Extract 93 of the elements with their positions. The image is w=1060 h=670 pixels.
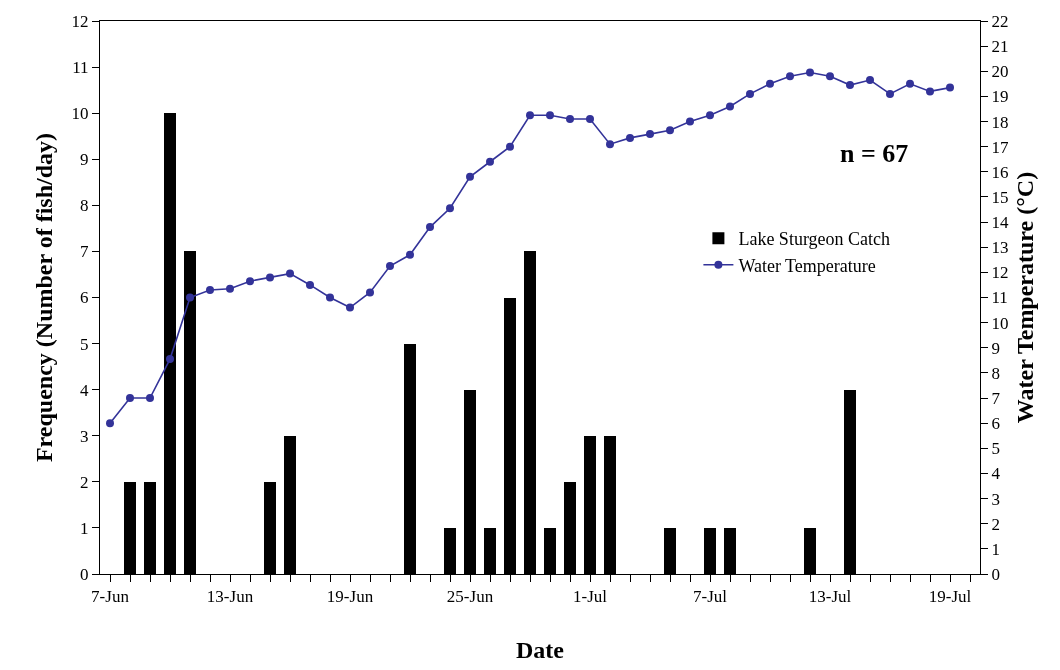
y-tick-label: 5 bbox=[80, 334, 89, 354]
point bbox=[246, 277, 254, 286]
y2-tick-label: 5 bbox=[991, 439, 1000, 459]
y2-tick-label: 19 bbox=[991, 87, 1009, 107]
x-tick-label: 7-Jul bbox=[693, 587, 728, 607]
x-tick-label: 7-Jun bbox=[91, 587, 130, 607]
point bbox=[226, 284, 234, 293]
y2-tick-label: 8 bbox=[991, 363, 1000, 383]
y2-tick-label: 1 bbox=[991, 539, 1000, 559]
y2-tick-label: 0 bbox=[991, 564, 1000, 584]
y-tick-label: 7 bbox=[80, 242, 90, 262]
point bbox=[686, 117, 694, 126]
y2-tick-label: 15 bbox=[991, 187, 1009, 207]
y2-tick-label: 9 bbox=[991, 338, 1000, 358]
point bbox=[326, 293, 334, 302]
point bbox=[546, 111, 554, 120]
y2-tick-label: 6 bbox=[991, 414, 1000, 434]
point bbox=[786, 72, 794, 81]
point bbox=[426, 223, 434, 232]
point bbox=[726, 102, 734, 111]
point bbox=[666, 126, 674, 135]
y2-tick-label: 17 bbox=[991, 137, 1009, 157]
y-tick-label: 0 bbox=[80, 564, 89, 584]
point bbox=[346, 303, 354, 312]
y2-tick-label: 20 bbox=[991, 62, 1009, 82]
point bbox=[826, 72, 834, 81]
y2-tick-label: 13 bbox=[991, 238, 1009, 258]
point bbox=[486, 157, 494, 166]
y2-tick-label: 21 bbox=[991, 37, 1009, 57]
point bbox=[506, 142, 514, 151]
y-tick-label: 12 bbox=[71, 11, 89, 31]
legend-label: Water Temperature bbox=[738, 255, 876, 276]
point bbox=[186, 293, 194, 302]
point bbox=[446, 204, 454, 213]
point bbox=[906, 79, 914, 88]
point bbox=[706, 111, 714, 120]
point bbox=[946, 83, 954, 92]
legend-label: Lake Sturgeon Catch bbox=[738, 229, 891, 250]
point bbox=[166, 355, 174, 364]
point bbox=[926, 87, 934, 96]
point bbox=[286, 269, 294, 278]
y2-tick-label: 22 bbox=[991, 11, 1009, 31]
point bbox=[806, 68, 814, 77]
point bbox=[526, 111, 534, 120]
x-tick-label: 25-Jun bbox=[446, 587, 494, 607]
point bbox=[586, 115, 594, 124]
y2-tick-label: 12 bbox=[991, 263, 1009, 283]
point bbox=[466, 172, 474, 181]
x-tick-label: 1-Jul bbox=[573, 587, 608, 607]
point bbox=[766, 79, 774, 88]
point bbox=[886, 89, 894, 98]
y2-tick-label: 4 bbox=[991, 464, 1001, 484]
point bbox=[626, 133, 634, 142]
y2-tick-label: 18 bbox=[991, 112, 1009, 132]
y2-tick-label: 10 bbox=[991, 313, 1009, 333]
x-axis-title: Date bbox=[516, 636, 565, 663]
y2-tick-label: 2 bbox=[991, 514, 1000, 534]
point bbox=[406, 250, 414, 259]
y2-tick-label: 3 bbox=[991, 489, 1000, 509]
y-tick-label: 4 bbox=[80, 380, 90, 400]
x-tick-label: 13-Jun bbox=[206, 587, 254, 607]
point bbox=[266, 273, 274, 282]
point bbox=[106, 419, 114, 428]
x-tick-label: 19-Jun bbox=[326, 587, 374, 607]
y-tick-label: 11 bbox=[72, 58, 89, 78]
y-tick-label: 10 bbox=[71, 104, 89, 124]
point bbox=[746, 89, 754, 98]
point bbox=[566, 115, 574, 124]
y-tick-label: 2 bbox=[80, 472, 89, 492]
y-axis-title: Frequency (Number of fish/day) bbox=[30, 132, 57, 463]
y-tick-label: 6 bbox=[80, 288, 89, 308]
y2-tick-label: 16 bbox=[991, 162, 1009, 182]
point bbox=[366, 288, 374, 297]
y2-tick-label: 14 bbox=[991, 213, 1009, 233]
point bbox=[846, 81, 854, 90]
x-tick-label: 13-Jul bbox=[808, 587, 852, 607]
y2-tick-label: 11 bbox=[991, 288, 1008, 308]
point bbox=[306, 280, 314, 289]
y-tick-label: 1 bbox=[80, 518, 89, 538]
y-tick-label: 8 bbox=[80, 196, 89, 216]
y-tick-label: 3 bbox=[80, 426, 89, 446]
x-tick-label: 19-Jul bbox=[928, 587, 972, 607]
point bbox=[146, 394, 154, 403]
y-tick-label: 9 bbox=[80, 150, 89, 170]
y2-axis-title: Water Temperature (°C) bbox=[1012, 171, 1039, 424]
point bbox=[866, 76, 874, 85]
point bbox=[606, 140, 614, 149]
point bbox=[126, 394, 134, 403]
y2-tick-label: 7 bbox=[991, 389, 1001, 408]
annotation: n = 67 bbox=[840, 139, 909, 168]
point bbox=[206, 285, 214, 294]
point bbox=[646, 130, 654, 139]
point bbox=[386, 262, 394, 271]
